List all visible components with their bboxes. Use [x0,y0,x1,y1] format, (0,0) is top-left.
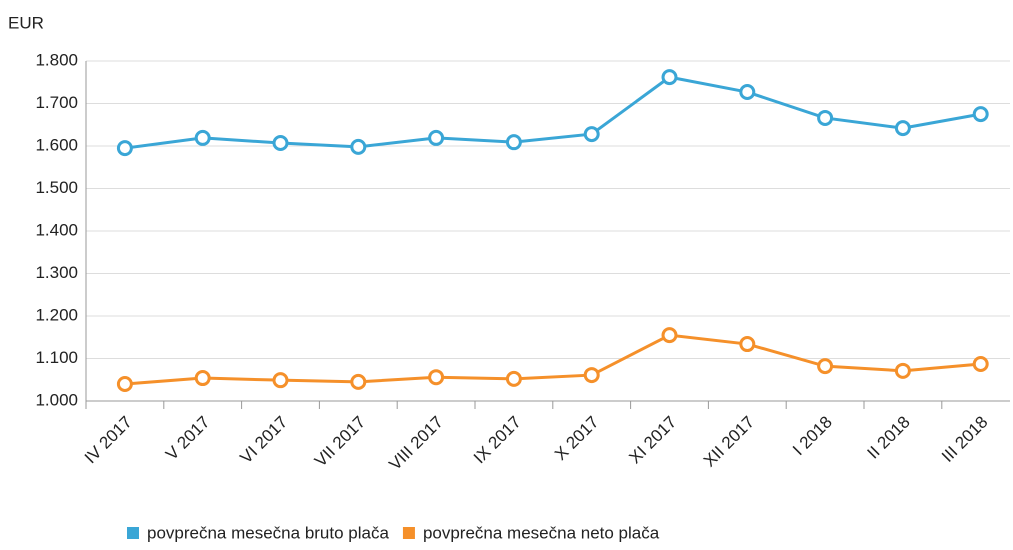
x-tick-label: III 2018 [938,412,992,466]
x-tick-label: V 2017 [162,412,214,464]
x-tick-label: X 2017 [551,412,603,464]
point [194,129,211,146]
point [583,367,600,384]
point [739,336,756,353]
y-tick-label: 1.100 [35,348,78,367]
point [583,126,600,143]
x-tick-label: I 2018 [789,412,836,459]
y-axis-label: EUR [8,13,44,32]
x-tick-label: VII 2017 [311,412,369,470]
point [272,372,289,389]
point [350,373,367,390]
y-tick-label: 1.300 [35,263,78,282]
point [817,109,834,126]
point [350,138,367,155]
x-tick-label: VI 2017 [236,412,291,467]
point [661,327,678,344]
y-tick-label: 1.400 [35,220,78,239]
x-tick-label: IV 2017 [81,412,136,467]
point [505,370,522,387]
series-line [124,75,981,150]
y-tick-label: 1.600 [35,135,78,154]
y-tick-label: 1.800 [35,50,78,69]
point [894,362,911,379]
point [894,120,911,137]
point [972,356,989,373]
point [428,129,445,146]
x-tick-label: XII 2017 [700,412,758,470]
legend-swatch [127,527,139,539]
legend-text: povprečna mesečna bruto plača [147,523,389,542]
point [817,358,834,375]
point [428,369,445,386]
point [194,370,211,387]
point [272,135,289,152]
x-tick-label: II 2018 [864,412,914,462]
legend-swatch [402,527,415,539]
x-tick-label: XI 2017 [625,412,680,467]
point [116,376,133,392]
series-line [124,333,981,386]
point [505,134,522,151]
x-tick-label: VIII 2017 [385,412,447,474]
point [739,84,756,101]
x-tick-label: IX 2017 [470,412,525,467]
point [116,140,133,157]
y-tick-label: 1.200 [35,305,78,324]
point [661,69,678,86]
legend-text: povprečna mesečna neto plača [423,523,660,542]
point [972,106,989,123]
y-tick-label: 1.000 [35,390,78,409]
y-tick-label: 1.500 [35,178,78,197]
y-tick-label: 1.700 [35,93,78,112]
